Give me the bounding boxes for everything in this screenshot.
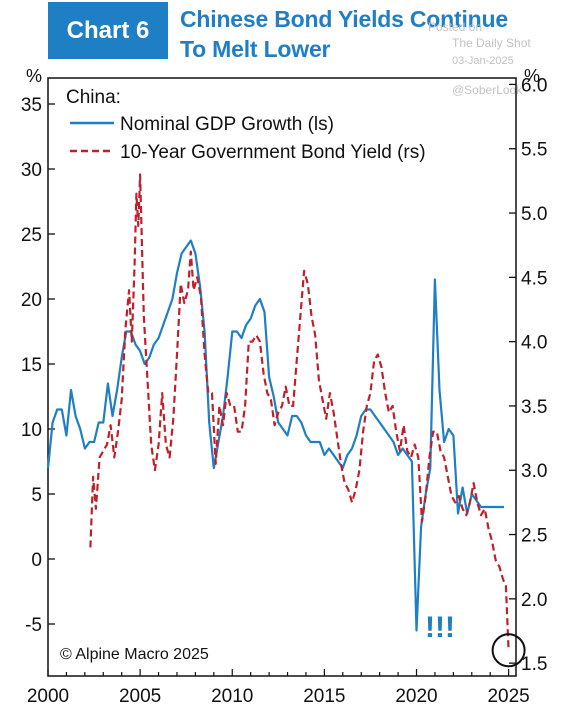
right-tick-label: 6.0: [521, 75, 547, 96]
x-tick-label: 2010: [211, 686, 253, 707]
watermark-date: 03-Jan-2025: [452, 55, 514, 67]
right-tick-label: 2.0: [521, 590, 547, 611]
legend-yield-label: 10-Year Government Bond Yield (rs): [120, 142, 426, 163]
copyright-note: © Alpine Macro 2025: [60, 646, 209, 663]
bond-yield-line: [89, 173, 510, 651]
left-tick-label: 15: [21, 355, 42, 376]
left-tick-label: 20: [21, 290, 42, 311]
left-axis-unit: %: [26, 66, 43, 86]
x-tick-label: 2015: [303, 686, 345, 707]
chart-title-line-2: To Melt Lower: [180, 36, 331, 62]
right-tick-label: 3.0: [521, 461, 547, 482]
plot-frame: [47, 77, 517, 677]
x-tick-label: 2000: [27, 686, 69, 707]
watermark-posted-on: Posted on: [428, 20, 483, 34]
left-tick-label: 25: [21, 225, 42, 246]
right-tick-label: 2.5: [521, 526, 547, 547]
left-tick-label: -5: [25, 615, 42, 636]
exclamation-annotation: !!!: [425, 611, 455, 644]
right-tick-label: 3.5: [521, 397, 547, 418]
chart-title-line-1: Chinese Bond Yields Continue: [180, 6, 508, 32]
right-tick-label: 4.0: [521, 333, 547, 354]
left-axis: 35 30 25 20 15 10 5 0 -5: [21, 95, 55, 636]
left-tick-label: 5: [31, 485, 42, 506]
x-tick-label: 2005: [119, 686, 161, 707]
watermark-source: The Daily Shot: [452, 36, 531, 50]
left-tick-label: 30: [21, 160, 42, 181]
legend-title: China:: [66, 87, 121, 108]
chart-number-badge: Chart 6: [48, 2, 168, 59]
legend-gdp-label: Nominal GDP Growth (ls): [120, 114, 334, 135]
right-tick-label: 5.0: [521, 204, 547, 225]
last-value-highlight-circle: [491, 633, 526, 668]
left-tick-label: 35: [21, 95, 42, 116]
left-tick-label: 0: [31, 550, 42, 571]
x-tick-label: 2025: [487, 686, 529, 707]
right-tick-label: 5.5: [521, 140, 547, 161]
chart-title: Chinese Bond Yields Continue To Melt Low…: [180, 4, 508, 64]
x-tick-label: 2020: [395, 686, 437, 707]
right-axis-unit: %: [524, 66, 541, 86]
left-tick-label: 10: [21, 420, 42, 441]
right-tick-label: 4.5: [521, 268, 547, 289]
x-axis: 2000 2005 2010 2015 2020 2025: [27, 669, 530, 707]
right-tick-label: 1.5: [521, 654, 547, 675]
right-axis: 6.0 5.5 5.0 4.5 4.0 3.5 3.0 2.5 2.0 1.5: [509, 75, 547, 675]
series-layer: [46, 173, 510, 651]
watermark-handle: @SoberLook: [452, 83, 523, 97]
